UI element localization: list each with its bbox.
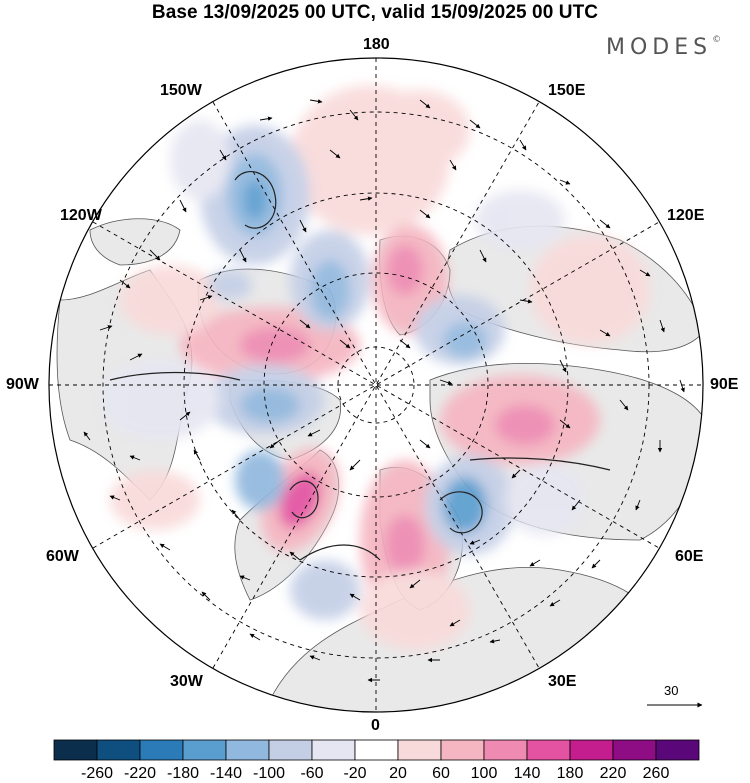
lon-label-60w: 60W [46, 548, 79, 565]
wind-vectors [83, 99, 685, 683]
colorbar-tick-label: -220 [123, 765, 157, 782]
colorbar-tick-label: 260 [642, 765, 670, 782]
colorbar-swatch [96, 739, 141, 761]
colorbar-tick-label: -60 [300, 765, 324, 782]
colorbar-tick-label: -260 [80, 765, 114, 782]
colorbar-swatch [139, 739, 184, 761]
colorbar-swatch [397, 739, 442, 761]
colorbar-swatch [526, 739, 571, 761]
colorbar-swatch [440, 739, 485, 761]
colorbar-swatch [655, 739, 700, 761]
colorbar-swatch [569, 739, 614, 761]
colorbar-tick-label: 100 [470, 765, 498, 782]
lon-label-30e: 30E [548, 673, 577, 690]
colorbar-swatch [311, 739, 356, 761]
colorbar-swatch [53, 739, 98, 761]
contours [109, 171, 611, 561]
lon-label-150e: 150E [548, 82, 586, 99]
colorbar-swatch [612, 739, 657, 761]
graticule [49, 58, 703, 712]
lon-label-90e: 90E [710, 376, 739, 393]
colorbar-tick-label: 220 [599, 765, 627, 782]
lon-label-90w: 90W [6, 376, 39, 393]
brand-logo: MODES© [606, 35, 722, 60]
colorbar-tick-label: 140 [513, 765, 541, 782]
lon-label-180: 180 [363, 36, 390, 53]
colorbar-tick-label: 180 [556, 765, 584, 782]
map-disk [49, 58, 703, 712]
colorbar-swatch [483, 739, 528, 761]
colorbar-tick-label: -180 [166, 765, 200, 782]
lon-label-60e: 60E [675, 548, 704, 565]
colorbar-tick-label: 60 [432, 765, 450, 782]
colorbar-swatch [354, 739, 399, 761]
colorbar-tick-label: -100 [252, 765, 286, 782]
colorbar-tick-label: -20 [343, 765, 367, 782]
lon-label-30w: 30W [170, 673, 203, 690]
colorbar [53, 739, 700, 761]
colorbar-tick-label: -140 [209, 765, 243, 782]
lon-label-0: 0 [371, 717, 380, 734]
lon-label-150w: 150W [160, 82, 202, 99]
anomaly-shading [100, 85, 650, 650]
map-boundary [48, 57, 704, 713]
lon-label-120w: 120W [60, 207, 102, 224]
map-title: Base 13/09/2025 00 UTC, valid 15/09/2025… [151, 2, 599, 23]
colorbar-tick-label: 20 [389, 765, 407, 782]
reference-vector-label: 30 [664, 683, 679, 698]
colorbar-swatch [182, 739, 227, 761]
colorbar-swatch [268, 739, 313, 761]
colorbar-swatch [225, 739, 270, 761]
lon-label-120e: 120E [667, 207, 705, 224]
